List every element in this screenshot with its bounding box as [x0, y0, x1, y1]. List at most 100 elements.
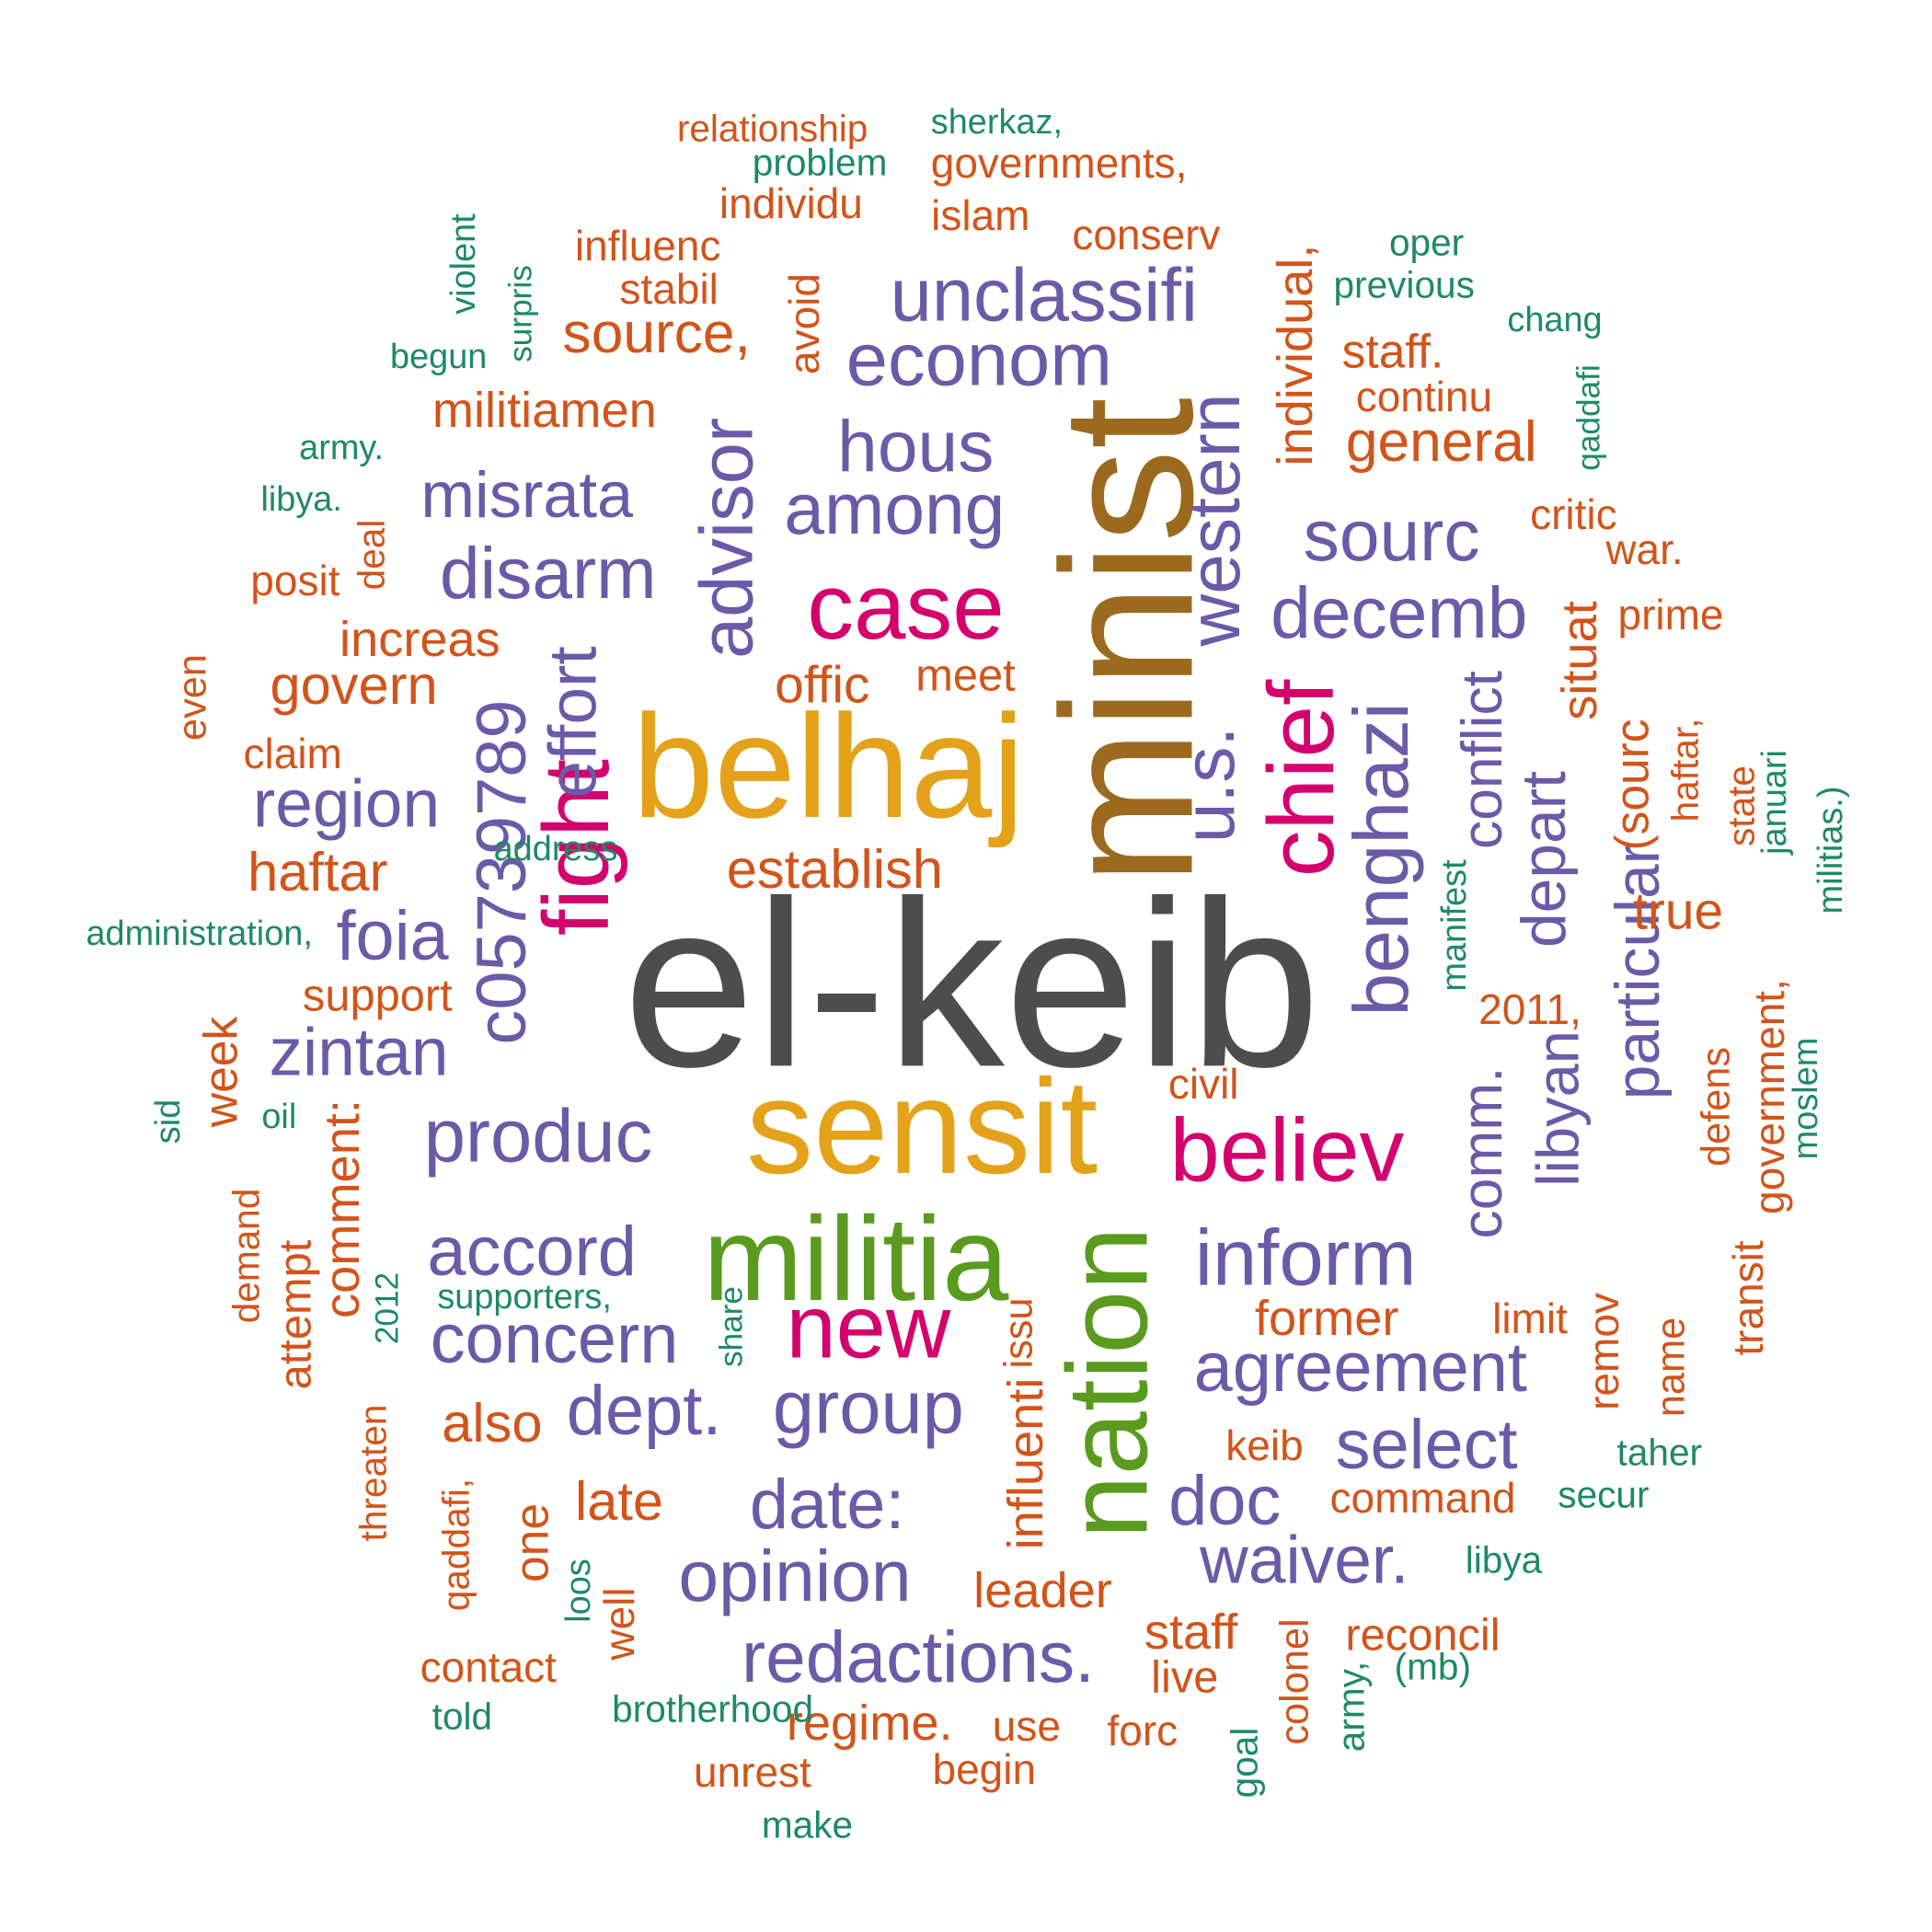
word-effort-24: effort [535, 646, 611, 799]
word-demand-108: demand [224, 1188, 268, 1324]
word-manifest-127: manifest [1434, 859, 1474, 992]
word-conflict-41: conflict [1450, 671, 1514, 850]
word-forc-92: forc [1107, 1707, 1179, 1754]
word-islam-62: islam [931, 191, 1030, 240]
word-live-89: live [1151, 1652, 1219, 1703]
word-remov-81: remov [1579, 1293, 1627, 1411]
word-sid-142: sid [149, 1098, 189, 1144]
word-u-s-11: u.s. [1167, 726, 1249, 844]
word-surpris-116: surpris [502, 265, 539, 363]
word-army-132: army, [1330, 1662, 1373, 1753]
word-administration-143: administration, [86, 914, 313, 953]
word-prime-70: prime [1617, 590, 1724, 638]
word-brotherhood-135: brotherhood [612, 1687, 814, 1731]
word-also-100: also [442, 1391, 543, 1454]
word-week-109: week [192, 1016, 247, 1127]
word-conserv-63: conserv [1072, 210, 1221, 259]
word-posit-53: posit [250, 557, 340, 605]
word-2012-139: 2012 [369, 1271, 406, 1345]
word-governments-61: governments, [930, 139, 1188, 188]
word-keib-85: keib [1225, 1420, 1304, 1469]
word-supporters-138: supporters, [437, 1278, 612, 1317]
word-use-93: use [992, 1701, 1061, 1750]
word-chief-7: chief [1248, 680, 1354, 878]
word-individu-59: individu [719, 178, 863, 227]
word-threaten-105: threaten [352, 1404, 395, 1542]
word-western-12: western [1174, 393, 1256, 647]
word-unrest-96: unrest [693, 1747, 811, 1796]
word-leader-87: leader [973, 1563, 1112, 1619]
word-increas-50: increas [339, 611, 500, 667]
word-problem-114: problem [752, 142, 888, 185]
word-decemb-21: decemb [1271, 572, 1528, 654]
word-libyan-44: libyan [1524, 1030, 1592, 1188]
word-zintan-27: zintan [269, 1015, 449, 1090]
word-begin-94: begin [932, 1745, 1037, 1793]
word-support-110: support [302, 971, 453, 1021]
word-former-83: former [1254, 1290, 1399, 1346]
word-violent-115: violent [444, 213, 484, 315]
word-share-140: share [713, 1286, 750, 1368]
word-c05739789-23: c05739789 [462, 699, 541, 1045]
word-comment-107: comment: [315, 1098, 371, 1318]
word-secur-129: secur [1558, 1473, 1650, 1516]
word-begun-117: begun [390, 337, 488, 376]
word-continu-66: continu [1355, 372, 1493, 420]
word-attempt-106: attempt [270, 1239, 321, 1390]
word-depart-43: depart [1510, 771, 1580, 949]
word-sourc-22: sourc [1303, 495, 1480, 577]
word-avoid-60: avoid [779, 273, 828, 375]
word-command-86: command [1329, 1473, 1516, 1522]
word-doc-39: doc [1168, 1461, 1282, 1540]
word-militias-125: militias.) [1811, 786, 1850, 914]
word-haftar-51: haftar [247, 841, 388, 903]
word-defens-77: defens [1694, 1046, 1739, 1167]
word-comm-42: comm. [1450, 1066, 1514, 1239]
word-chang-122: chang [1507, 301, 1603, 340]
word-staff-65: staff. [1341, 324, 1444, 378]
word-misrata-19: misrata [420, 457, 634, 531]
word-colonel-91: colonel [1272, 1618, 1317, 1745]
word-regime-95: regime. [786, 1695, 953, 1751]
word-libya-130: libya [1465, 1538, 1543, 1581]
word-redactions-35: redactions. [742, 1616, 1095, 1697]
word-late-99: late [574, 1470, 664, 1532]
word-benghazi-13: benghazi [1337, 702, 1424, 1017]
word-oper-120: oper [1388, 221, 1465, 264]
word-previous-121: previous [1333, 263, 1475, 306]
word-inform-36: inform [1194, 1213, 1417, 1303]
word-war-69: war. [1605, 525, 1684, 574]
word-case-6: case [807, 553, 1005, 659]
word-unclassifi-15: unclassifi [890, 253, 1198, 338]
word-name-80: name [1649, 1317, 1694, 1417]
word-among-18: among [784, 467, 1006, 549]
word-reconcil-90: reconcil [1345, 1610, 1501, 1661]
word-staff-88: staff [1144, 1604, 1238, 1660]
word-establish-46: establish [726, 838, 943, 901]
word-deal-54: deal [350, 519, 393, 590]
word-critic-68: critic [1530, 490, 1617, 539]
word-believ-9: believ [1169, 1099, 1405, 1201]
word-select-38: select [1335, 1405, 1518, 1484]
word-agreement-37: agreement [1193, 1328, 1527, 1407]
word-claim-52: claim [243, 730, 342, 778]
word-taher-128: taher [1616, 1431, 1703, 1474]
word-relationship-112: relationship [676, 107, 868, 150]
word-produc-28: produc [423, 1094, 653, 1179]
word-influenc-58: influenc [574, 221, 721, 270]
word-even-111: even [170, 654, 215, 742]
word-army-118: army. [299, 428, 385, 467]
word-2011-74: 2011, [1478, 984, 1581, 1033]
word-haftar-75: haftar, [1663, 718, 1707, 822]
word-sourc-72: (sourc [1604, 719, 1659, 851]
word-new-10: new [786, 1276, 951, 1377]
word-goal-133: goal [1223, 1727, 1266, 1799]
word-stabil-57: stabil [619, 265, 719, 314]
word-accord-29: accord [427, 1213, 637, 1292]
word-militia-4: militia [703, 1190, 1009, 1326]
word-influenti-97: influenti [997, 1377, 1053, 1550]
word-foia-26: foia [336, 897, 449, 976]
word-general-67: general [1345, 409, 1537, 474]
word-libya-119: libya. [260, 480, 342, 520]
word-address-144: address [493, 829, 618, 868]
